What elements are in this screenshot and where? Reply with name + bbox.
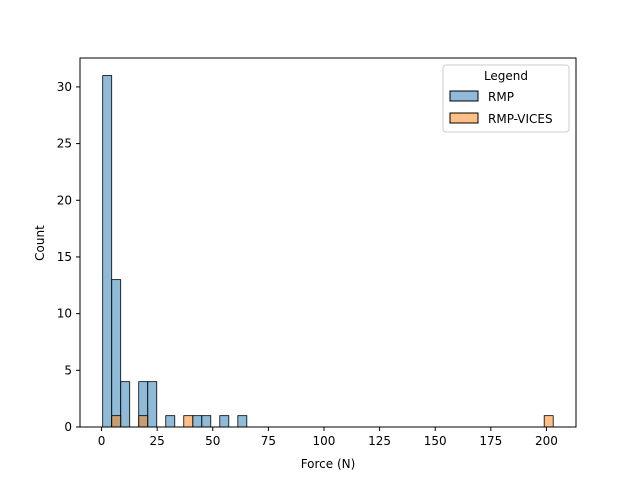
bar-rmp-1 bbox=[111, 279, 122, 428]
bar-rmp-7 bbox=[201, 415, 212, 428]
x-tick-label-4: 100 bbox=[313, 434, 336, 448]
bar-rmp-vices-3 bbox=[543, 415, 554, 428]
x-tick-label-8: 200 bbox=[535, 434, 558, 448]
x-tick-label-1: 25 bbox=[150, 434, 165, 448]
bar-rmp-0 bbox=[102, 75, 113, 428]
y-tick-label-2: 10 bbox=[57, 307, 72, 321]
bars-layer bbox=[102, 75, 554, 428]
x-tick-label-6: 150 bbox=[424, 434, 447, 448]
y-tick-label-3: 15 bbox=[57, 250, 72, 264]
y-axis-label: Count bbox=[33, 225, 47, 261]
x-tick-label-5: 125 bbox=[368, 434, 391, 448]
bar-rmp-6 bbox=[192, 415, 203, 428]
x-tick-label-2: 50 bbox=[205, 434, 220, 448]
bar-rmp-vices-2 bbox=[183, 415, 194, 428]
axes-layer bbox=[79, 57, 577, 428]
legend: Legend RMP RMP-VICES bbox=[442, 64, 570, 133]
y-tick-label-6: 30 bbox=[57, 80, 72, 94]
y-tick-label-4: 20 bbox=[57, 193, 72, 207]
legend-label-rmp: RMP bbox=[488, 90, 514, 104]
bar-rmp-4 bbox=[147, 381, 158, 428]
y-tick-label-0: 0 bbox=[64, 420, 72, 434]
bar-rmp-8 bbox=[219, 415, 230, 428]
legend-swatch-rmp-vices bbox=[449, 112, 479, 124]
x-tick-label-3: 75 bbox=[261, 434, 276, 448]
y-tick-label-5: 25 bbox=[57, 137, 72, 151]
x-tick-label-0: 0 bbox=[98, 434, 106, 448]
bar-rmp-2 bbox=[120, 381, 131, 428]
x-tick-label-7: 175 bbox=[479, 434, 502, 448]
bar-rmp-5 bbox=[165, 415, 176, 428]
legend-swatch-rmp bbox=[449, 90, 479, 102]
legend-title: Legend bbox=[484, 69, 528, 83]
y-tick-label-1: 5 bbox=[64, 363, 72, 377]
ticks-layer: 0 25 50 75 100 125 150 175 200 0 5 10 15 20 25 30 bbox=[57, 80, 558, 448]
bar-rmp-vices-1 bbox=[138, 415, 149, 428]
bar-rmp-vices-0 bbox=[111, 415, 122, 428]
plot-frame bbox=[79, 57, 577, 428]
x-axis-label: Force (N) bbox=[301, 457, 356, 471]
bar-rmp-9 bbox=[237, 415, 248, 428]
legend-label-rmp-vices: RMP-VICES bbox=[488, 112, 553, 126]
